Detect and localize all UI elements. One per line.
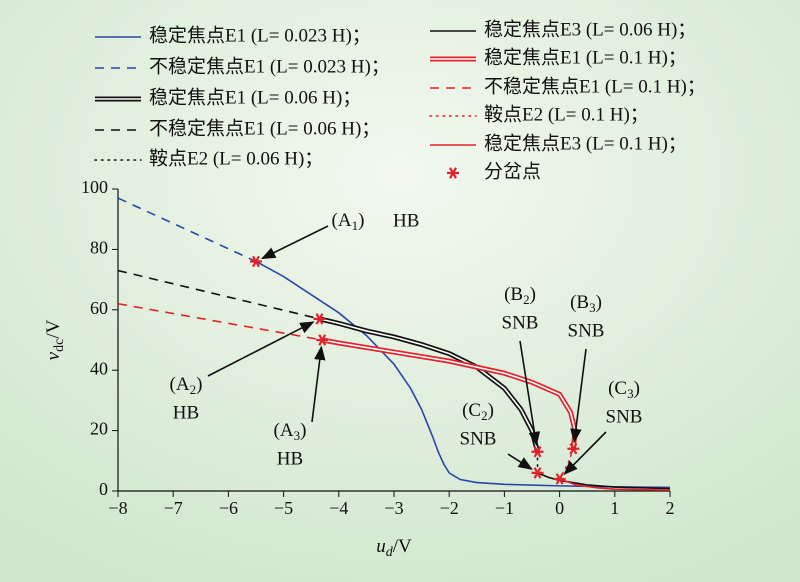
x-tick-label: −2 [440, 498, 459, 518]
annotation-close: ) [488, 400, 494, 421]
series-line-inner [319, 318, 539, 452]
annotation-arrow [207, 321, 315, 377]
x-tick-label: −4 [329, 498, 348, 518]
annotation-label: (C2) [462, 400, 494, 423]
annotation-close: ) [634, 378, 640, 399]
annotation-sub: 3 [294, 428, 301, 443]
series-line [559, 478, 671, 491]
x-tick-label: −8 [108, 498, 127, 518]
legend-label: 稳定焦点E1 (L= 0.06 H)； [149, 86, 361, 108]
annotation-name: (C [462, 400, 481, 421]
y-tick-label: 80 [90, 238, 108, 258]
annotation-name: (B [504, 284, 523, 305]
annotation-sub: 2 [190, 382, 197, 397]
legend-label: 稳定焦点E3 (L= 0.06 H)； [484, 18, 696, 40]
y-tick-label: 0 [99, 479, 108, 499]
x-tick-label: 0 [555, 498, 564, 518]
annotation-label: (A3) [274, 420, 307, 443]
annotation-name: (A [332, 210, 352, 231]
annotation-kind: SNB [606, 406, 643, 427]
legend-swatch [447, 167, 459, 179]
x-axis-label: ud/V [376, 536, 412, 560]
annotation-close: ) [196, 374, 202, 395]
annotation-kind: HB [393, 210, 419, 231]
annotation-close: ) [530, 284, 536, 305]
annotation-kind: SNB [568, 320, 605, 341]
annotation-close: ) [358, 210, 364, 231]
legend-label: 鞍点E2 (L= 0.1 H)； [484, 103, 649, 125]
legend-label: 不稳定焦点E1 (L= 0.06 H)； [149, 117, 380, 139]
series-line [537, 472, 671, 490]
annotation-arrow [260, 225, 329, 260]
x-tick-label: 1 [610, 498, 619, 518]
annotation-kind: SNB [502, 312, 539, 333]
y-tick-label: 20 [90, 419, 108, 439]
annotation-kind: SNB [460, 428, 497, 449]
y-label-var: v [43, 351, 64, 360]
bifurcation-point [553, 473, 566, 485]
y-label-sub: dc [52, 339, 67, 352]
legend-label: 稳定焦点E3 (L= 0.1 H)； [484, 132, 687, 154]
x-tick-label: −6 [219, 498, 238, 518]
series-line-inner [322, 339, 576, 449]
series-line [117, 269, 320, 320]
annotation-arrow [311, 345, 326, 423]
legend-label: 分岔点 [484, 160, 541, 182]
x-tick-label: −5 [274, 498, 293, 518]
annotation-label: (B3) [570, 292, 602, 315]
y-tick-label: 100 [81, 177, 108, 197]
annotation-close: ) [596, 292, 602, 313]
annotation-name: (B [570, 292, 589, 313]
x-label-sub: d [386, 545, 394, 560]
x-tick-label: −7 [164, 498, 183, 518]
annotation-kind: HB [277, 448, 303, 469]
annotation-arrow [519, 340, 541, 447]
bifurcation-point [250, 255, 262, 268]
y-axis-label: vdc/V [43, 319, 67, 360]
legend-label: 鞍点E2 (L= 0.06 H)； [149, 147, 323, 169]
legend-label: 稳定焦点E1 (L= 0.023 H)； [149, 24, 371, 46]
annotation-sub: 3 [589, 300, 596, 315]
x-label-var: u [376, 536, 386, 557]
annotation-name: (A [170, 374, 190, 395]
x-tick-label: 2 [666, 498, 675, 518]
y-tick-label: 40 [90, 358, 108, 378]
series-line [117, 302, 323, 341]
annotation-label: (A1) [332, 210, 365, 233]
x-tick-label: −3 [384, 498, 403, 518]
annotation-arrow [563, 431, 607, 475]
series-line [255, 260, 671, 489]
annotation-name: (A [274, 420, 294, 441]
legend-label: 稳定焦点E1 (L= 0.1 H)； [484, 46, 687, 68]
bifurcation-point [531, 445, 544, 458]
annotation-kind: HB [173, 402, 199, 423]
annotation-name: (C [608, 378, 627, 399]
annotation-arrow [507, 453, 533, 470]
bifurcation-point [531, 467, 544, 479]
legend-label: 不稳定焦点E1 (L= 0.1 H)； [484, 75, 706, 97]
annotation-sub: 3 [627, 386, 634, 401]
annotation-label: (C3) [608, 378, 640, 401]
annotation-arrow [570, 348, 587, 444]
annotation-label: (B2) [504, 284, 536, 307]
annotation-sub: 1 [352, 218, 359, 233]
legend-label: 不稳定焦点E1 (L= 0.023 H)； [149, 55, 390, 77]
bifurcation-point [313, 313, 326, 325]
bifurcation-point [316, 334, 329, 346]
x-label-unit: /V [393, 536, 412, 557]
annotation-sub: 2 [481, 408, 488, 423]
y-label-unit: /V [43, 319, 64, 338]
bifurcation-point [567, 442, 580, 455]
annotation-close: ) [300, 420, 306, 441]
x-tick-label: −1 [495, 498, 514, 518]
y-tick-label: 60 [90, 298, 108, 318]
annotation-sub: 2 [523, 292, 530, 307]
annotation-label: (A2) [170, 374, 203, 397]
